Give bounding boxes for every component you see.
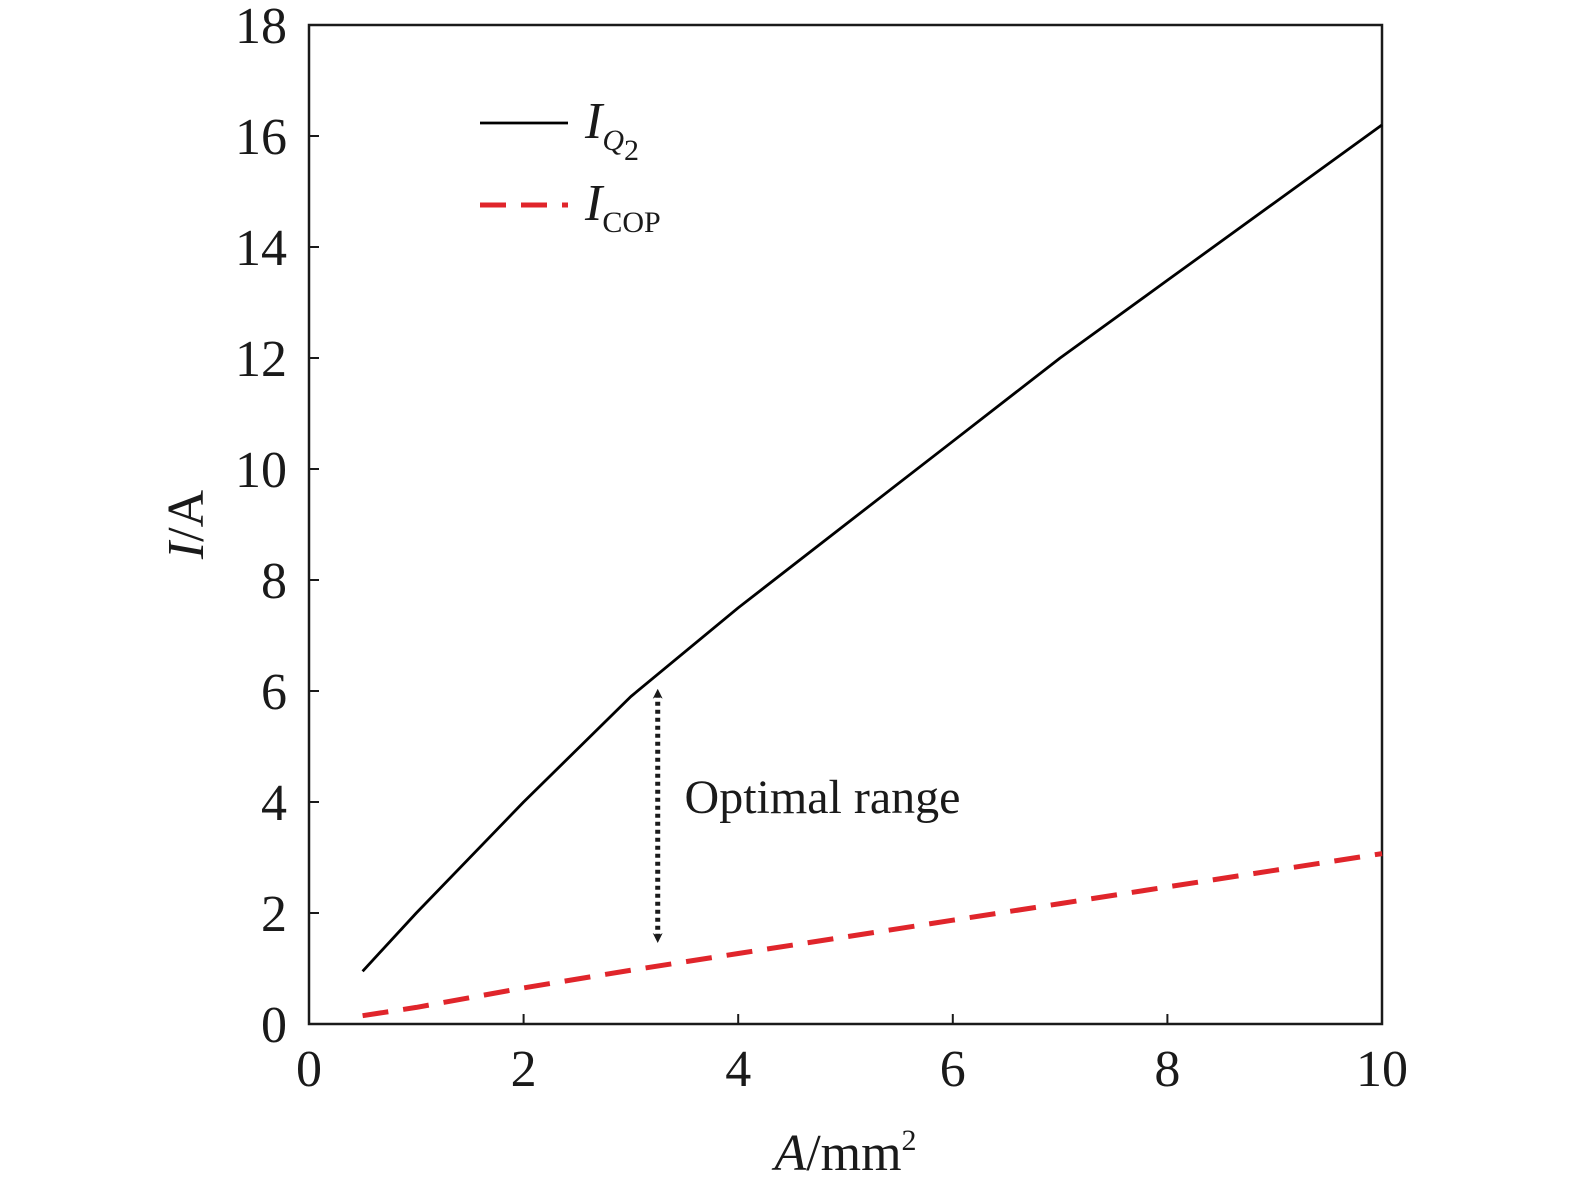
x-axis-label-sup: 2 bbox=[902, 1124, 917, 1157]
y-tick-label: 2 bbox=[261, 886, 287, 943]
x-tick-label: 6 bbox=[940, 1041, 966, 1098]
x-tick-label: 4 bbox=[725, 1041, 751, 1098]
legend-label-iq2: IQ2 bbox=[584, 93, 639, 167]
plot-border bbox=[307, 23, 1384, 1026]
x-axis-label: A/mm2 bbox=[771, 1124, 916, 1182]
legend: IQ2 ICOP bbox=[480, 93, 661, 239]
optimal-range-label: Optimal range bbox=[685, 771, 961, 824]
y-axis-label: I/A bbox=[158, 489, 215, 560]
y-tick-label: 10 bbox=[235, 442, 287, 499]
series-line-iq2 bbox=[361, 123, 1383, 973]
x-tick-label: 0 bbox=[296, 1041, 322, 1098]
y-tick-label: 12 bbox=[235, 331, 287, 388]
series-line-icop bbox=[362, 851, 1383, 1019]
x-tick-label: 10 bbox=[1356, 1041, 1408, 1098]
plot-area bbox=[307, 23, 1384, 1026]
y-tick-label: 4 bbox=[261, 775, 287, 832]
legend-label-icop: ICOP bbox=[584, 175, 661, 239]
x-axis-label-var: A bbox=[771, 1125, 806, 1182]
y-axis: 0 2 4 6 8 10 12 14 16 18 bbox=[235, 0, 319, 1054]
y-axis-label-var: I bbox=[158, 539, 215, 560]
x-axis: 0 2 4 6 8 10 bbox=[296, 1014, 1408, 1098]
y-tick-label: 18 bbox=[235, 0, 287, 55]
y-tick-label: 8 bbox=[261, 553, 287, 610]
y-tick-label: 6 bbox=[261, 664, 287, 721]
y-tick-label: 14 bbox=[235, 220, 287, 277]
y-tick-label: 0 bbox=[261, 997, 287, 1054]
x-axis-label-unit: /mm bbox=[806, 1125, 901, 1182]
y-tick-label: 16 bbox=[235, 109, 287, 166]
series-layer bbox=[361, 123, 1383, 1019]
annotation-layer: Optimal range bbox=[652, 688, 961, 943]
y-axis-label-unit: /A bbox=[158, 489, 215, 541]
x-tick-label: 2 bbox=[511, 1041, 537, 1098]
x-tick-label: 8 bbox=[1154, 1041, 1180, 1098]
